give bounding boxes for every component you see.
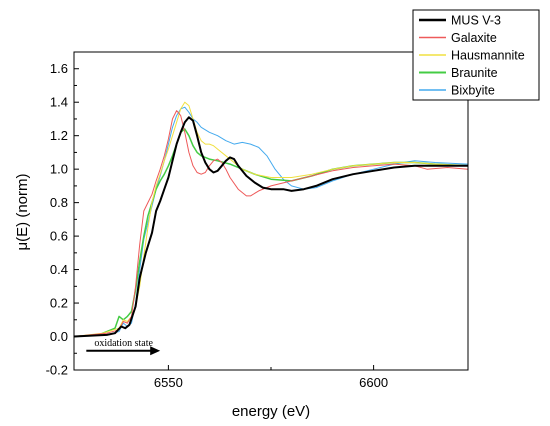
series-line-galaxite bbox=[73, 110, 469, 337]
series-line-bixbyite bbox=[73, 106, 469, 337]
tick-labels-layer: -0.2 0.0 0.2 0.4 0.6 0.8 1.0 1.2 1.4 1.6 6550 6600 bbox=[46, 61, 388, 390]
y-tick-label: 1.6 bbox=[50, 61, 68, 76]
legend-label-galaxite: Galaxite bbox=[451, 31, 497, 45]
x-tick-label: 6550 bbox=[154, 375, 183, 390]
y-tick-label: 0.8 bbox=[50, 195, 68, 210]
legend: MUS V-3 Galaxite Hausmannite Braunite Bixbyi… bbox=[412, 9, 540, 101]
y-tick-label: 0.4 bbox=[50, 262, 68, 277]
legend-label-hausmannite: Hausmannite bbox=[451, 49, 525, 63]
y-tick-label: 0.0 bbox=[50, 329, 68, 344]
x-tick-label: 6600 bbox=[359, 375, 388, 390]
legend-entries: MUS V-3 Galaxite Hausmannite Braunite Bixbyi… bbox=[419, 14, 525, 98]
legend-label-bixbyite: Bixbyite bbox=[451, 84, 495, 98]
oxidation-annotation: oxidation state bbox=[86, 338, 161, 356]
series-line-mus-v-3 bbox=[73, 116, 468, 338]
ticks-layer bbox=[74, 51, 375, 371]
x-axis-title: energy (eV) bbox=[232, 403, 310, 420]
oxidation-label: oxidation state bbox=[94, 338, 153, 349]
legend-label-mus-v-3: MUS V-3 bbox=[451, 14, 501, 28]
y-tick-label: 1.0 bbox=[50, 162, 68, 177]
y-tick-label: -0.2 bbox=[46, 363, 68, 378]
legend-label-braunite: Braunite bbox=[451, 66, 498, 80]
y-tick-label: 0.2 bbox=[50, 296, 68, 311]
y-tick-label: 0.6 bbox=[50, 229, 68, 244]
series-layer bbox=[73, 101, 469, 338]
oxidation-arrow-head bbox=[150, 346, 161, 356]
y-tick-label: 1.2 bbox=[50, 128, 68, 143]
y-axis-title: μ(E) (norm) bbox=[14, 174, 31, 251]
y-tick-label: 1.4 bbox=[50, 95, 68, 110]
